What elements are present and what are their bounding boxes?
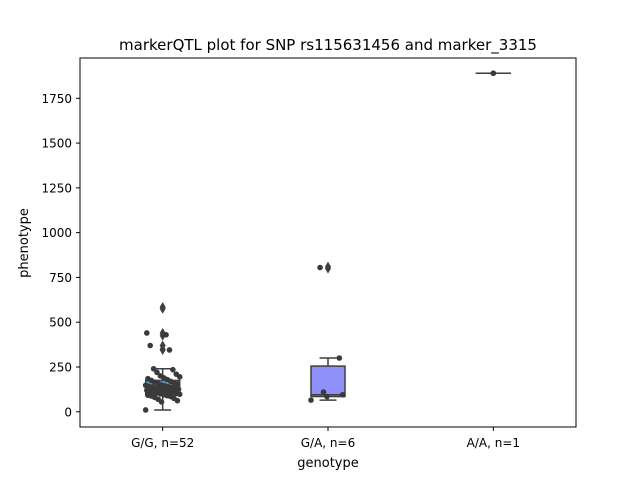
y-tick-label: 1500	[41, 137, 72, 151]
x-axis: G/G, n=52 G/A, n=6 A/A, n=1	[131, 427, 520, 450]
x-tick-label: A/A, n=1	[467, 436, 520, 450]
data-point	[308, 397, 314, 403]
y-tick-label: 750	[49, 271, 72, 285]
data-point	[142, 382, 149, 389]
data-point	[317, 264, 323, 271]
data-point	[173, 371, 180, 377]
data-point	[145, 375, 151, 382]
strip-points-1	[142, 330, 183, 413]
strip-points-3	[490, 70, 497, 77]
outlier-marker	[159, 340, 166, 351]
y-axis: 0 250 500 750 1000 1250 1500 1750	[41, 92, 80, 419]
box-group-2	[310, 261, 346, 401]
data-point	[147, 342, 153, 349]
data-point	[336, 355, 343, 361]
x-tick-label: G/A, n=6	[301, 436, 355, 450]
data-point	[157, 373, 164, 379]
data-point	[339, 391, 346, 398]
data-point	[145, 392, 151, 399]
y-tick-label: 1000	[41, 226, 72, 240]
data-point	[144, 330, 150, 336]
data-point	[154, 369, 160, 376]
data-point	[324, 393, 330, 400]
data-point	[150, 365, 157, 372]
y-tick-label: 500	[49, 316, 72, 330]
plot-area	[142, 70, 512, 413]
outlier-marker	[325, 261, 331, 272]
x-tick-label: G/G, n=52	[131, 436, 194, 450]
data-point	[170, 366, 176, 373]
strip-points-2	[308, 264, 346, 403]
data-point	[163, 331, 169, 338]
y-tick-label: 250	[49, 360, 72, 374]
chart-title: markerQTL plot for SNP rs115631456 and m…	[119, 36, 537, 55]
data-point	[320, 389, 327, 395]
y-tick-label: 1750	[41, 92, 72, 106]
data-point	[490, 70, 497, 77]
data-point	[166, 347, 173, 353]
outlier-marker	[159, 301, 166, 312]
y-tick-label: 1250	[41, 181, 72, 195]
y-axis-label: phenotype	[17, 208, 32, 278]
x-axis-label: genotype	[297, 456, 358, 471]
data-point	[142, 407, 149, 413]
y-tick-label: 0	[64, 405, 72, 419]
iqr-box	[310, 365, 346, 398]
